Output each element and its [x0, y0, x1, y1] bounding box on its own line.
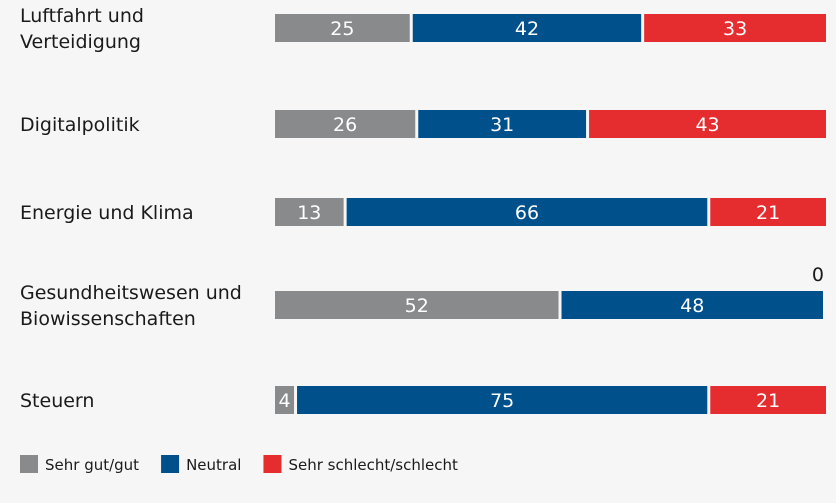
- data-label: 25: [330, 18, 354, 40]
- category-labels: Luftfahrt und Verteidigung Digitalpolitik E…: [20, 5, 242, 412]
- data-label: 13: [297, 202, 321, 224]
- legend-label: Sehr gut/gut: [45, 456, 139, 474]
- bar-segment: [710, 198, 826, 226]
- bar-segment: [275, 198, 344, 226]
- category-label: Steuern: [20, 390, 94, 412]
- legend-swatch: [161, 455, 180, 473]
- legend-label: Sehr schlecht/schlecht: [288, 456, 458, 474]
- bar-segment: [297, 386, 708, 414]
- category-label: Energie und Klima: [20, 202, 194, 224]
- category-label: Digitalpolitik: [20, 114, 140, 136]
- data-label: 43: [695, 114, 719, 136]
- bar-segment: [418, 110, 587, 138]
- data-label: 21: [756, 390, 780, 412]
- data-label: 26: [333, 114, 357, 136]
- data-label: 52: [405, 295, 429, 317]
- category-label: Verteidigung: [20, 31, 141, 53]
- data-label: 4: [278, 390, 290, 412]
- data-label: 0: [812, 264, 824, 286]
- data-label: 31: [490, 114, 514, 136]
- bar-segment: [561, 291, 823, 319]
- bar-segment: [412, 14, 642, 42]
- bar-segment: [275, 110, 416, 138]
- category-label: Gesundheitswesen und: [20, 282, 242, 304]
- legend-swatch: [20, 455, 38, 473]
- category-label: Biowissenschaften: [20, 308, 196, 330]
- bar-segment: [589, 110, 826, 138]
- data-label: 21: [756, 202, 780, 224]
- category-label: Luftfahrt und: [20, 5, 144, 27]
- bars: 25 42 33 26 31 43 13 66 21 52 48 0 4 75 21: [275, 14, 826, 414]
- data-label: 75: [490, 390, 514, 412]
- bar-segment: [710, 386, 826, 414]
- bar-segment: [275, 291, 559, 319]
- legend-label: Neutral: [186, 456, 241, 474]
- data-label: 66: [515, 202, 539, 224]
- bar-segment: [644, 14, 826, 42]
- bar-segment: [275, 386, 295, 414]
- legend-swatch: [263, 455, 282, 473]
- bar-segment: [275, 14, 410, 42]
- data-label: 42: [515, 18, 539, 40]
- data-label: 48: [680, 295, 704, 317]
- data-label: 33: [723, 18, 747, 40]
- legend: Sehr gut/gut Neutral Sehr schlecht/schlech…: [20, 455, 458, 474]
- bar-segment: [346, 198, 708, 226]
